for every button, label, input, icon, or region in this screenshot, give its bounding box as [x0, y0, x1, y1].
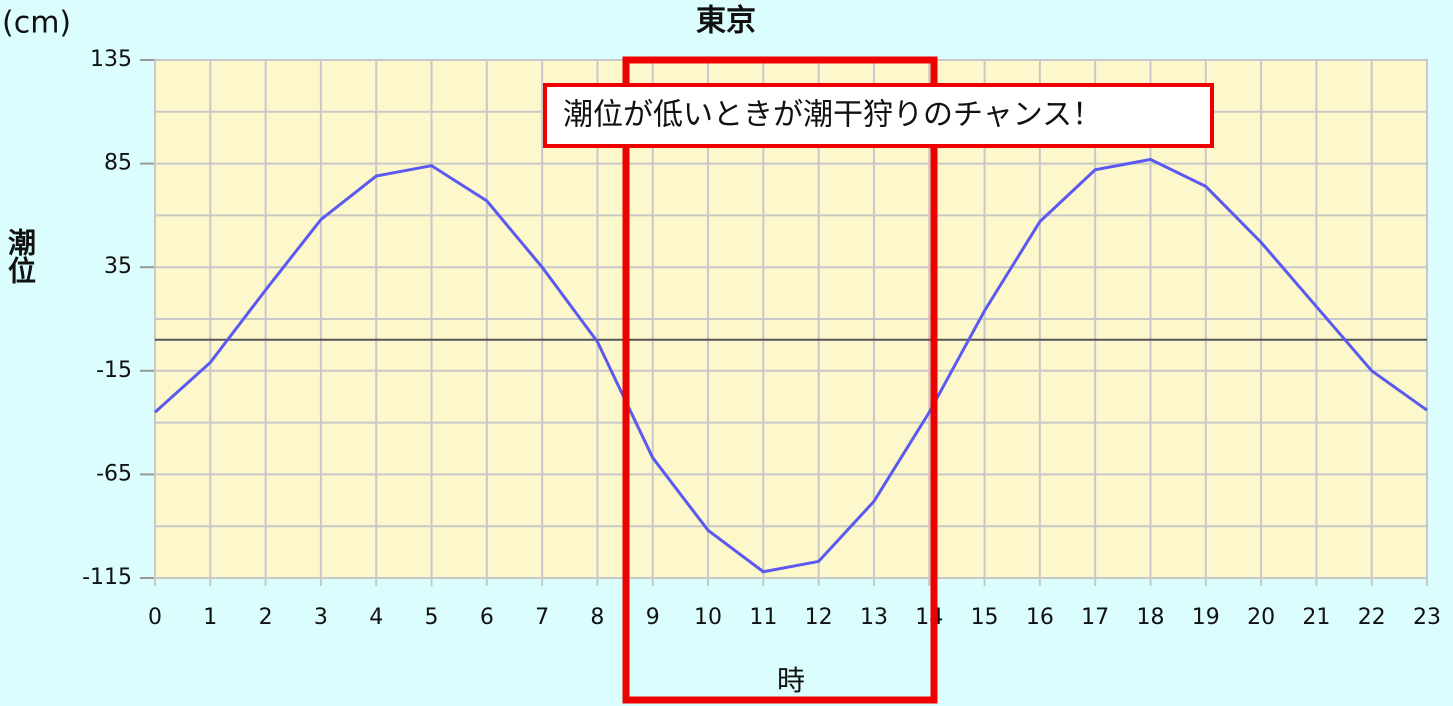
marks: [153, 157, 1428, 574]
x-tick-label: 19: [1192, 605, 1220, 630]
x-tick-label: 23: [1413, 605, 1441, 630]
x-tick-label: 6: [480, 605, 494, 630]
annotation: 潮位が低いときが潮干狩りのチャンス！: [563, 98, 1102, 133]
x-tick-label: 1: [203, 605, 217, 630]
x-tick-label: 18: [1136, 605, 1164, 630]
y-unit: (cm): [2, 6, 71, 41]
x-tick-label: 13: [860, 605, 888, 630]
x-tick-label: 4: [369, 605, 383, 630]
y-tick-label: -15: [96, 358, 132, 383]
data-line: [153, 157, 1428, 574]
annotation-box: [543, 83, 1214, 148]
x-tick-label: 5: [425, 605, 439, 630]
x-tick-label: 21: [1302, 605, 1330, 630]
x-tick-label: 0: [148, 605, 162, 630]
x-axis-label: 時: [777, 664, 805, 697]
x-tick-label: 17: [1081, 605, 1109, 630]
chart-title: 東京: [696, 4, 756, 39]
y-tick-label: 35: [104, 254, 132, 279]
x-tick-label: 9: [646, 605, 660, 630]
x-tick-label: 8: [590, 605, 604, 630]
y-axis-label: 潮位: [4, 228, 37, 284]
x-tick-label: 3: [314, 605, 328, 630]
y-tick-label: 135: [90, 47, 132, 72]
x-tick-label: 12: [805, 605, 833, 630]
x-tick-label: 16: [1026, 605, 1054, 630]
x-tick-label: 15: [971, 605, 999, 630]
x-tick-label: 11: [749, 605, 777, 630]
x-tick-label: 7: [535, 605, 549, 630]
x-tick-label: 2: [259, 605, 273, 630]
highlight-box: [622, 56, 938, 704]
y-tick-label: 85: [104, 151, 132, 176]
y-tick-label: -65: [96, 461, 132, 486]
x-tick-label: 22: [1358, 605, 1386, 630]
x-tick-label: 20: [1247, 605, 1275, 630]
y-tick-label: -115: [82, 565, 132, 590]
x-tick-label: 10: [694, 605, 722, 630]
x-tick-label: 14: [915, 605, 943, 630]
